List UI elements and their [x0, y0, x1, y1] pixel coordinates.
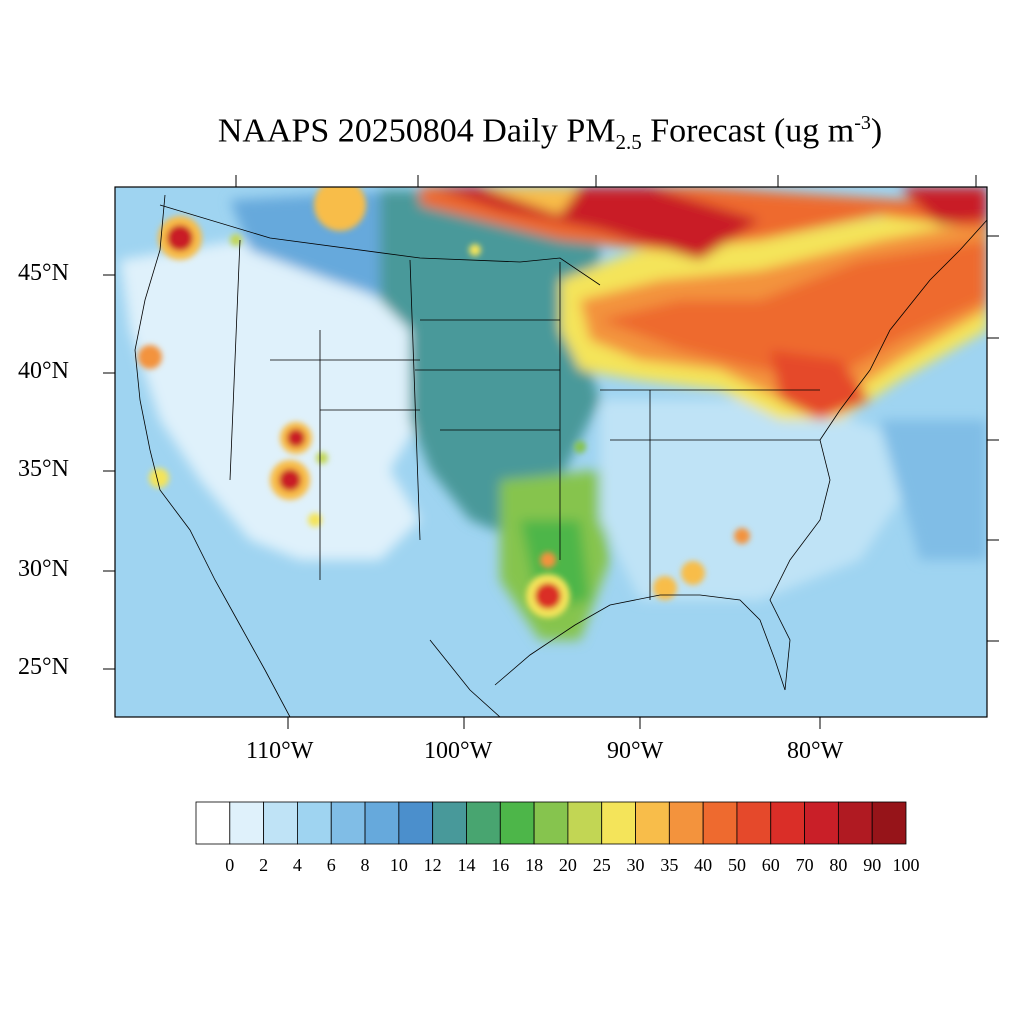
lat-label: 30°N	[18, 556, 69, 582]
colorbar-swatch	[364, 801, 400, 845]
lat-label: 45°N	[18, 260, 69, 286]
colorbar-swatch	[195, 801, 231, 845]
colorbar-tick-label: 25	[592, 855, 611, 875]
colorbar-tick-label: 60	[761, 855, 780, 875]
colorbar-swatch	[668, 801, 704, 845]
lat-label: 35°N	[18, 456, 69, 482]
colorbar-swatch	[601, 801, 636, 845]
colorbar-tick-label: 50	[727, 855, 746, 875]
colorbar-tick-label: 4	[292, 855, 302, 875]
colorbar-swatch	[837, 801, 873, 845]
colorbar-tick-label: 0	[225, 855, 235, 875]
colorbar-swatch	[499, 801, 535, 845]
colorbar-swatch	[635, 801, 670, 845]
colorbar-swatch	[466, 801, 501, 845]
lat-label: 25°N	[18, 654, 69, 680]
state-borders	[134, 194, 987, 717]
colorbar-swatch	[804, 801, 839, 845]
colorbar-swatch	[229, 801, 265, 845]
colorbar-tick-label: 12	[423, 855, 442, 875]
colorbar-tick-label: 90	[863, 855, 882, 875]
colorbar-swatch	[297, 801, 332, 845]
colorbar-swatch	[398, 801, 434, 845]
colorbar-tick-label: 16	[491, 855, 510, 875]
colorbar-swatch	[533, 801, 569, 845]
colorbar-tick-label: 100	[892, 855, 920, 875]
colorbar-tick-label: 18	[525, 855, 544, 875]
colorbar-tick-label: 70	[795, 855, 814, 875]
colorbar-swatch	[871, 801, 907, 845]
lat-label: 40°N	[18, 358, 69, 384]
colorbar-tick-label: 14	[457, 855, 476, 875]
colorbar-tick-label: 30	[626, 855, 645, 875]
colorbar	[195, 801, 907, 845]
lon-label: 110°W	[246, 738, 314, 764]
pm25-field	[115, 187, 987, 717]
colorbar-swatch	[770, 801, 805, 845]
colorbar-tick-label: 10	[389, 855, 408, 875]
lon-label: 80°W	[787, 738, 844, 764]
colorbar-tick-label: 20	[558, 855, 577, 875]
lon-label: 100°W	[424, 738, 493, 764]
colorbar-tick-label: 8	[360, 855, 370, 875]
colorbar-swatch	[432, 801, 467, 845]
colorbar-swatch	[702, 801, 738, 845]
map-frame	[114, 186, 988, 718]
colorbar-swatch	[567, 801, 603, 845]
colorbar-swatch	[736, 801, 772, 845]
lon-label: 90°W	[607, 738, 664, 764]
colorbar-tick-label: 6	[326, 855, 336, 875]
colorbar-swatch	[263, 801, 298, 845]
colorbar-swatch	[330, 801, 366, 845]
colorbar-tick-label: 40	[694, 855, 713, 875]
colorbar-tick-label: 80	[829, 855, 848, 875]
colorbar-tick-label: 2	[259, 855, 269, 875]
colorbar-tick-label: 35	[660, 855, 679, 875]
lat-ticks	[103, 175, 999, 729]
map-title: NAAPS 20250804 Daily PM2.5 Forecast (ug …	[217, 112, 883, 155]
